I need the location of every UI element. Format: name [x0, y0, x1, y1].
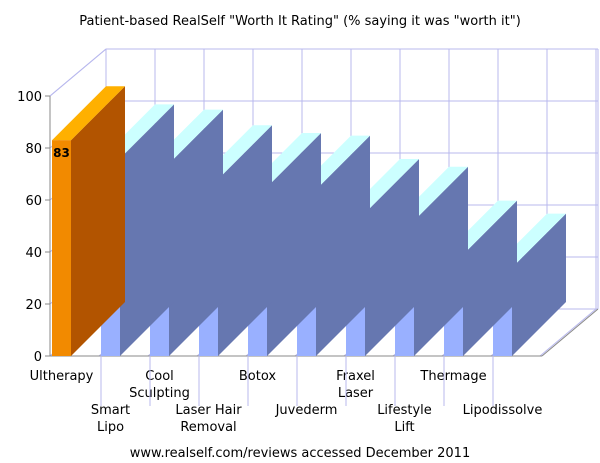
category-label-5: Botox	[239, 369, 277, 384]
bar-side	[267, 133, 321, 356]
category-label-9: Thermage	[419, 369, 486, 384]
x-tick-label: Lipodissolve	[463, 403, 543, 418]
floor-line	[539, 308, 597, 357]
bar-top	[52, 86, 125, 141]
category-label-2: Smart Lipo	[91, 403, 130, 435]
bar	[52, 140, 71, 356]
x-tick-label: Juvederm	[275, 403, 338, 418]
x-tick-label: Removal	[180, 420, 236, 435]
category-label-3: Cool Sculpting	[129, 369, 190, 401]
y-tick-label: 20	[25, 298, 42, 313]
x-tick-label: Botox	[239, 369, 277, 384]
category-label-8: Lifestyle Lift	[377, 403, 432, 435]
category-label-4: Laser Hair Removal	[175, 403, 242, 435]
category-label-7: Fraxel Laser	[336, 369, 375, 401]
bars: 34395255646568747683	[52, 86, 566, 357]
y-tick-label: 40	[25, 246, 42, 261]
x-tick-label: Fraxel	[336, 369, 375, 384]
bar-side	[463, 200, 517, 356]
bar-side	[71, 86, 125, 356]
bar-side	[169, 109, 223, 356]
x-tick-label: Cool	[145, 369, 174, 384]
bar-value-label: 83	[53, 146, 70, 160]
x-tick-label: Lift	[394, 420, 414, 435]
y-tick-label: 60	[25, 194, 42, 209]
x-tick-label: Lifestyle	[377, 403, 432, 418]
chart-title: Patient-based RealSelf "Worth It Rating"…	[79, 14, 521, 29]
y-tick-label: 0	[34, 350, 42, 365]
y-tick-label: 100	[17, 90, 42, 105]
bar-side	[316, 135, 370, 356]
category-label-6: Juvederm	[275, 403, 338, 418]
x-tick-label: Sculpting	[129, 386, 190, 401]
category-label-1: Ultherapy	[30, 369, 94, 384]
wall-top-edge	[49, 48, 107, 97]
bar-side	[414, 166, 468, 356]
bar-side	[512, 213, 566, 356]
x-tick-label: Smart	[91, 403, 130, 418]
bar-side	[218, 125, 272, 356]
x-tick-label: Thermage	[419, 369, 486, 384]
y-tick-label: 80	[25, 142, 42, 157]
x-tick-label: Laser Hair	[175, 403, 242, 418]
category-label-10: Lipodissolve	[463, 403, 543, 418]
source-caption: www.realself.com/reviews accessed Decemb…	[130, 446, 470, 461]
x-tick-label: Ultherapy	[30, 369, 94, 384]
bar-side	[365, 159, 419, 356]
floor-right-edge	[541, 308, 599, 357]
x-tick-label: Laser	[338, 386, 374, 401]
x-tick-label: Lipo	[97, 420, 124, 435]
bar-1: 83	[52, 86, 125, 356]
x-axis: Ultherapy Smart Lipo Cool Sculpting Laser Hai…	[30, 356, 543, 435]
bar-side	[120, 104, 174, 357]
